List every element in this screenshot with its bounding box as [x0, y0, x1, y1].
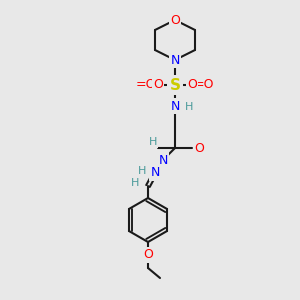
Text: =O: =O: [194, 79, 214, 92]
Text: N: N: [170, 53, 180, 67]
Text: O: O: [153, 79, 163, 92]
Text: H: H: [138, 166, 146, 176]
Text: N: N: [170, 100, 180, 112]
Text: O: O: [187, 79, 197, 92]
Text: O: O: [194, 142, 204, 154]
Text: N: N: [150, 167, 160, 179]
Text: O: O: [143, 248, 153, 262]
Text: O: O: [170, 14, 180, 26]
Text: S: S: [171, 78, 179, 92]
Text: O: O: [153, 79, 163, 92]
Text: N: N: [158, 154, 168, 166]
Text: O: O: [187, 79, 197, 92]
Text: S: S: [169, 77, 181, 92]
Text: H: H: [148, 137, 157, 147]
Text: H: H: [130, 178, 139, 188]
Text: =O: =O: [136, 79, 156, 92]
Text: H: H: [185, 102, 194, 112]
